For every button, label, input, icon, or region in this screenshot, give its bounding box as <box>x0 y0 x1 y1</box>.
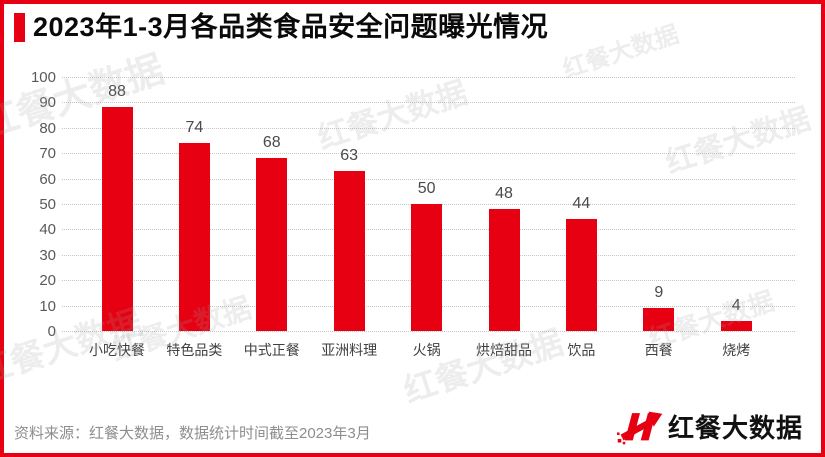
value-label-亚洲料理: 63 <box>340 146 359 164</box>
bar-西餐 <box>643 308 675 331</box>
bar-烘焙甜品 <box>488 209 520 331</box>
logo-wordmark: 红餐大数据 <box>667 412 803 443</box>
category-label-饮品: 饮品 <box>567 342 596 358</box>
y-axis-tick-label: 40 <box>39 221 56 239</box>
y-axis-tick-label: 0 <box>47 323 56 340</box>
gridline-y70 <box>62 153 795 155</box>
bar-烧烤 <box>720 320 752 331</box>
value-label-饮品: 44 <box>572 195 591 213</box>
value-label-火锅: 50 <box>417 180 436 197</box>
y-axis-tick-label: 50 <box>39 196 56 213</box>
bar-chart: 0 10 20 30 40 50 60 70 80 90 100 88 小吃快餐 74 特色品类 68 中式正餐… <box>4 4 821 453</box>
title-accent-bar <box>14 13 25 43</box>
y-axis-tick-label: 10 <box>39 297 56 315</box>
y-axis-tick-label: 30 <box>39 246 56 264</box>
y-axis-tick-label: 20 <box>39 272 56 290</box>
y-axis-tick-label: 60 <box>39 170 56 188</box>
gridline-y0 <box>62 331 795 332</box>
brand-logo: 红餐大数据 <box>616 407 803 445</box>
category-label-火锅: 火锅 <box>412 342 441 358</box>
gridline-y60 <box>62 178 795 180</box>
value-label-烘焙甜品: 48 <box>495 185 513 203</box>
value-label-中式正餐: 68 <box>262 134 281 152</box>
page-title: 2023年1-3月各品类食品安全问题曝光情况 <box>33 12 549 42</box>
category-label-特色品类: 特色品类 <box>166 342 223 358</box>
category-label-烧烤: 烧烤 <box>722 342 751 358</box>
value-label-烧烤: 4 <box>731 296 741 314</box>
category-label-小吃快餐: 小吃快餐 <box>89 342 145 358</box>
gridline-y90 <box>62 102 795 104</box>
y-axis-tick-label: 70 <box>39 145 56 163</box>
value-label-小吃快餐: 88 <box>108 83 126 101</box>
gridline-y80 <box>62 127 795 129</box>
category-label-烘焙甜品: 烘焙甜品 <box>476 342 532 358</box>
category-label-中式正餐: 中式正餐 <box>243 342 300 358</box>
bar-亚洲料理 <box>333 170 365 331</box>
category-label-西餐: 西餐 <box>644 342 673 358</box>
category-label-亚洲料理: 亚洲料理 <box>321 342 378 358</box>
bar-小吃快餐 <box>101 107 133 331</box>
hongcan-h-logo-icon <box>616 411 663 445</box>
bar-中式正餐 <box>256 158 288 331</box>
value-label-特色品类: 74 <box>185 119 204 137</box>
bar-饮品 <box>565 219 597 331</box>
y-axis-tick-label: 80 <box>39 119 56 137</box>
bar-特色品类 <box>178 143 210 331</box>
y-axis-tick-label: 90 <box>39 94 56 112</box>
y-axis-tick-label: 100 <box>30 69 56 86</box>
bar-火锅 <box>411 204 443 331</box>
source-note: 资料来源：红餐大数据，数据统计时间截至2023年3月 <box>14 425 371 442</box>
value-label-西餐: 9 <box>654 284 664 302</box>
title-row: 2023年1-3月各品类食品安全问题曝光情况 <box>14 12 549 43</box>
gridline-y100 <box>62 77 795 78</box>
